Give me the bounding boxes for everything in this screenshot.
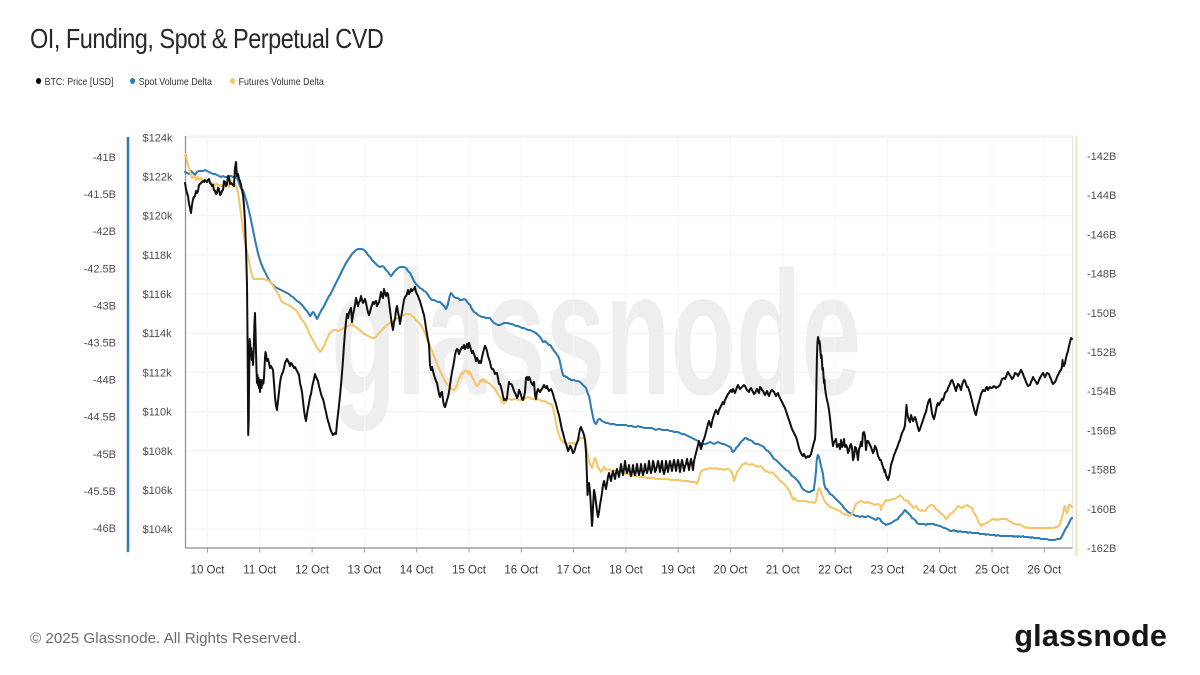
svg-text:$104k: $104k [143,524,173,536]
svg-text:$116k: $116k [143,289,173,301]
svg-text:12 Oct: 12 Oct [295,565,330,577]
svg-text:14 Oct: 14 Oct [400,565,435,577]
svg-text:-144B: -144B [1087,190,1116,202]
svg-text:$108k: $108k [143,446,173,458]
svg-text:-43.5B: -43.5B [84,338,116,350]
svg-text:-46B: -46B [93,523,116,535]
svg-text:-162B: -162B [1087,543,1116,555]
svg-text:25 Oct: 25 Oct [975,565,1010,577]
svg-text:$124k: $124k [143,132,173,144]
svg-text:-150B: -150B [1087,308,1116,320]
svg-text:20 Oct: 20 Oct [714,565,749,577]
svg-text:22 Oct: 22 Oct [818,565,853,577]
svg-text:-43B: -43B [93,300,116,312]
svg-text:24 Oct: 24 Oct [923,565,958,577]
svg-text:10 Oct: 10 Oct [191,565,226,577]
svg-text:-152B: -152B [1087,347,1116,359]
svg-text:13 Oct: 13 Oct [347,565,382,577]
svg-text:17 Oct: 17 Oct [557,565,592,577]
svg-text:-146B: -146B [1087,229,1116,241]
svg-text:15 Oct: 15 Oct [452,565,487,577]
svg-text:19 Oct: 19 Oct [661,565,696,577]
svg-text:$106k: $106k [143,485,173,497]
svg-text:-42B: -42B [93,226,116,238]
svg-text:23 Oct: 23 Oct [870,565,905,577]
svg-text:$114k: $114k [143,328,173,340]
svg-text:-41.5B: -41.5B [84,189,116,201]
svg-text:$110k: $110k [143,407,173,419]
svg-text:$120k: $120k [143,211,173,223]
svg-text:-44.5B: -44.5B [84,412,116,424]
svg-text:-158B: -158B [1087,465,1116,477]
svg-text:-41B: -41B [93,152,116,164]
svg-text:-142B: -142B [1087,151,1116,163]
svg-text:$112k: $112k [143,367,173,379]
svg-text:21 Oct: 21 Oct [766,565,801,577]
svg-text:-45B: -45B [93,449,116,461]
svg-text:-45.5B: -45.5B [84,486,116,498]
svg-text:11 Oct: 11 Oct [243,565,277,577]
svg-text:$118k: $118k [143,250,173,262]
svg-text:-160B: -160B [1087,504,1116,516]
svg-text:16 Oct: 16 Oct [504,565,539,577]
svg-text:-148B: -148B [1087,269,1116,281]
svg-text:$122k: $122k [143,172,173,184]
svg-text:-44B: -44B [93,375,116,387]
svg-text:18 Oct: 18 Oct [609,565,644,577]
svg-text:-42.5B: -42.5B [84,263,116,275]
svg-text:-154B: -154B [1087,386,1116,398]
svg-text:26 Oct: 26 Oct [1027,565,1062,577]
svg-text:-156B: -156B [1087,425,1116,437]
